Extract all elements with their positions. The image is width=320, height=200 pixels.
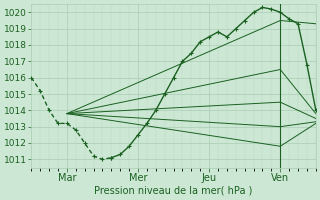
X-axis label: Pression niveau de la mer( hPa ): Pression niveau de la mer( hPa ) [94,186,253,196]
